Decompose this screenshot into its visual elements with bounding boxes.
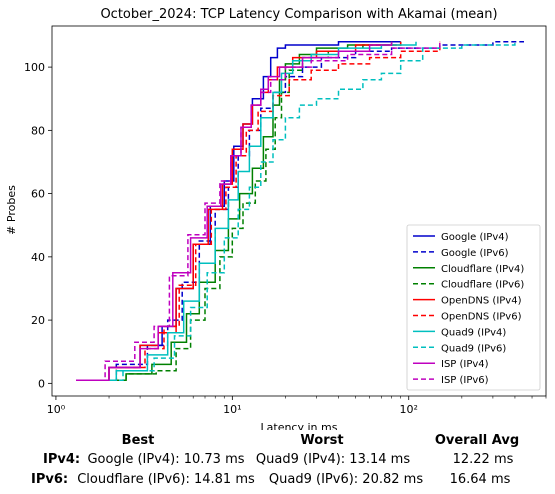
ipv4-best: Google (IPv4): 10.73 ms — [87, 452, 245, 467]
y-tick-label: 40 — [31, 251, 45, 264]
legend-entry: ISP (IPv6) — [441, 375, 489, 386]
latency-chart: October_2024: TCP Latency Comparison wit… — [5, 7, 547, 430]
y-tick-label: 20 — [31, 314, 45, 327]
y-axis-label: # Probes — [5, 185, 18, 235]
chart-title: October_2024: TCP Latency Comparison wit… — [100, 7, 497, 22]
legend: Google (IPv4) Google (IPv6) Cloudflare (IP… — [406, 224, 541, 391]
legend-entry: ISP (IPv4) — [441, 359, 489, 370]
best-header: Best — [121, 433, 155, 448]
series-line-5 — [81, 41, 441, 381]
x-tick-label: 10¹ — [223, 403, 241, 416]
y-tick-label: 0 — [38, 377, 45, 390]
plot-area: 10⁰ 10¹ 10² 0 20 40 60 80 100 — [24, 25, 547, 416]
legend-entry: Quad9 (IPv4) — [441, 327, 506, 338]
legend-entry: OpenDNS (IPv6) — [441, 312, 522, 323]
legend-entry: Google (IPv4) — [441, 232, 509, 243]
legend-entry: Cloudflare (IPv6) — [441, 280, 524, 291]
series-line-2 — [87, 41, 393, 381]
series-line-7 — [87, 41, 516, 381]
x-tick-label: 10² — [400, 403, 418, 416]
series-line-8 — [76, 41, 393, 381]
x-axis-label: Latency in ms — [261, 421, 338, 430]
y-tick-label: 80 — [31, 124, 45, 137]
ipv4-worst: Quad9 (IPv4): 13.14 ms — [255, 452, 411, 467]
ipv4-row-label: IPv4: — [43, 452, 81, 467]
ipv6-avg: 16.64 ms — [449, 472, 511, 487]
series-line-3 — [87, 41, 402, 381]
legend-box — [406, 224, 541, 391]
summary-table: Best Worst Overall Avg IPv4: Google (IPv… — [0, 430, 555, 494]
ipv6-row-label: IPv6: — [31, 472, 69, 487]
y-tick-label: 60 — [31, 188, 45, 201]
y-tick-label: 100 — [24, 61, 45, 74]
avg-header: Overall Avg — [434, 433, 520, 448]
series-line-0 — [76, 41, 401, 381]
series-line-9 — [76, 41, 441, 381]
ipv6-best: Cloudflare (IPv6): 14.81 ms — [77, 472, 255, 487]
legend-entry: OpenDNS (IPv4) — [441, 296, 522, 307]
series-line-6 — [81, 41, 417, 381]
ipv4-avg: 12.22 ms — [452, 452, 514, 467]
legend-entry: Google (IPv6) — [441, 248, 509, 259]
worst-header: Worst — [300, 433, 344, 448]
x-tick-label: 10⁰ — [47, 403, 66, 416]
legend-entry: Cloudflare (IPv4) — [441, 264, 524, 275]
plot-frame — [51, 25, 547, 397]
legend-entry: Quad9 (IPv6) — [441, 343, 506, 354]
ipv6-worst: Quad9 (IPv6): 20.82 ms — [268, 472, 424, 487]
